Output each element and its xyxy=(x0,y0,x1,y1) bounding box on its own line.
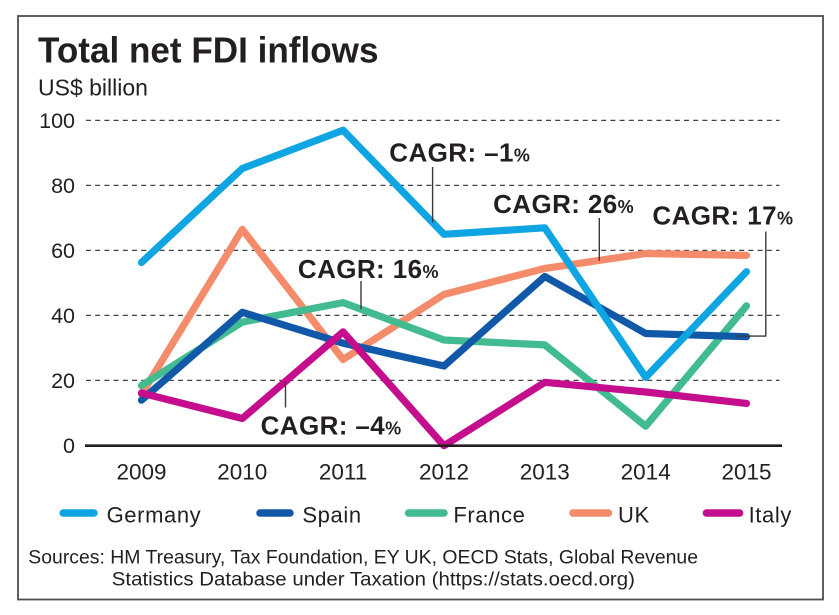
svg-text:CAGR: 16%: CAGR: 16% xyxy=(298,254,439,284)
svg-text:2013: 2013 xyxy=(520,459,570,484)
svg-text:20: 20 xyxy=(51,369,75,393)
svg-text:CAGR: –1%: CAGR: –1% xyxy=(389,138,530,168)
svg-text:Spain: Spain xyxy=(302,503,361,528)
svg-text:40: 40 xyxy=(51,304,75,328)
svg-text:Italy: Italy xyxy=(749,503,792,528)
svg-text:2010: 2010 xyxy=(217,459,267,484)
svg-text:60: 60 xyxy=(51,239,75,263)
svg-text:100: 100 xyxy=(39,109,75,133)
svg-text:UK: UK xyxy=(618,503,650,528)
svg-text:2011: 2011 xyxy=(319,459,367,484)
svg-text:CAGR: 17%: CAGR: 17% xyxy=(652,201,793,231)
svg-text:US$ billion: US$ billion xyxy=(38,75,148,101)
svg-text:France: France xyxy=(453,503,525,528)
svg-text:Total net FDI inflows: Total net FDI inflows xyxy=(38,29,379,70)
svg-text:Statistics Database under Taxa: Statistics Database under Taxation (http… xyxy=(112,570,635,591)
svg-text:CAGR: –4%: CAGR: –4% xyxy=(261,410,402,440)
svg-text:2012: 2012 xyxy=(419,459,469,484)
svg-text:CAGR: 26%: CAGR: 26% xyxy=(493,189,634,219)
svg-text:2015: 2015 xyxy=(721,459,771,484)
svg-text:80: 80 xyxy=(51,174,75,198)
svg-text:2014: 2014 xyxy=(621,459,671,484)
svg-text:Germany: Germany xyxy=(107,503,202,528)
svg-text:2009: 2009 xyxy=(116,459,166,484)
svg-text:Sources: HM Treasury, Tax Foun: Sources: HM Treasury, Tax Foundation, EY… xyxy=(28,548,698,569)
svg-text:0: 0 xyxy=(63,434,75,458)
